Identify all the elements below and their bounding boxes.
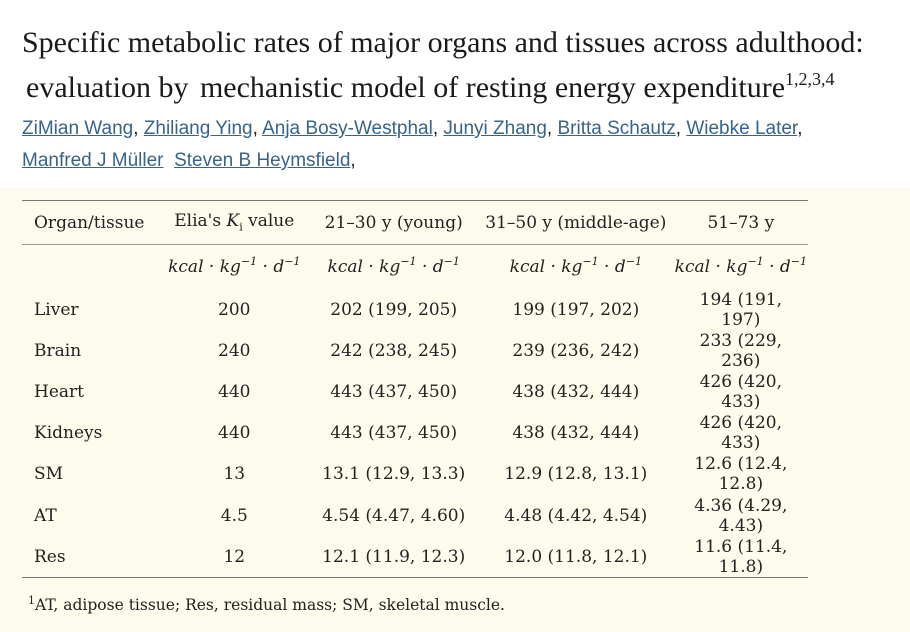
- units-text: kcal · kg: [168, 257, 241, 277]
- units-text: · d: [416, 257, 444, 277]
- cell-older: 426 (420, 433): [699, 371, 782, 412]
- cell-older: 4.36 (4.29, 4.43): [694, 495, 788, 536]
- author-link[interactable]: Manfred J Müller: [22, 150, 164, 171]
- author-link[interactable]: Junyi Zhang: [443, 118, 547, 139]
- author-separator: ,: [432, 118, 444, 139]
- cell-middle: 12.9 (12.8, 13.1): [504, 464, 648, 485]
- units-cell: kcal · kg−1 · d−1: [478, 245, 674, 290]
- cell-middle: 438 (432, 444): [512, 381, 640, 402]
- cell-young: 4.54 (4.47, 4.60): [322, 505, 466, 526]
- cell-young: 443 (437, 450): [330, 423, 458, 444]
- units-text: kcal · kg: [509, 257, 583, 277]
- author-separator: ,: [546, 118, 558, 139]
- units-text: · d: [257, 257, 285, 277]
- metabolic-rate-table: Organ/tissue Elia's Ki value 21–30 y (yo…: [22, 200, 808, 579]
- table-header-row: Organ/tissue Elia's Ki value 21–30 y (yo…: [22, 200, 808, 245]
- table-row: AT 4.5 4.54 (4.47, 4.60) 4.48 (4.42, 4.54) 4…: [22, 495, 808, 536]
- cell-elia: 240: [218, 340, 251, 361]
- cell-older: 12.6 (12.4, 12.8): [694, 454, 788, 495]
- units-text: kcal · kg: [327, 257, 401, 277]
- cell-organ: Res: [22, 536, 160, 579]
- title-footnote-refs: 1,2,3,4: [785, 69, 835, 89]
- cell-organ: SM: [34, 464, 64, 485]
- cell-young: 202 (199, 205): [330, 299, 458, 320]
- cell-elia: 4.5: [220, 505, 248, 526]
- author-separator: ,: [797, 118, 803, 139]
- units-cell: kcal · kg−1 · d−1: [159, 245, 309, 290]
- author-link[interactable]: Zhiliang Ying: [143, 118, 253, 139]
- cell-middle: 199 (197, 202): [512, 299, 640, 320]
- cell-older: 233 (229, 236): [699, 330, 782, 371]
- cell-elia: 440: [218, 423, 251, 444]
- table-row: Liver 200 202 (199, 205) 199 (197, 202) 194 …: [22, 289, 808, 330]
- units-exponent: −1: [582, 255, 599, 268]
- cell-older: 426 (420, 433): [699, 413, 782, 454]
- table-row: Brain 240 242 (238, 245) 239 (236, 242) 233 …: [22, 330, 808, 371]
- units-exponent: −1: [284, 255, 301, 268]
- table-units-row: kcal · kg−1 · d−1 kcal · kg−1 · d−1 kcal ·…: [22, 245, 808, 290]
- cell-middle: 12.0 (11.8, 12.1): [477, 536, 674, 579]
- cell-organ: AT: [34, 505, 57, 526]
- article-header: Specific metabolic rates of major organs…: [0, 0, 910, 188]
- col-header-young: 21–30 y (young): [309, 200, 478, 245]
- units-exponent: −1: [240, 255, 258, 268]
- author-link[interactable]: ZiMian Wang: [22, 118, 134, 139]
- cell-elia: 440: [218, 381, 251, 402]
- units-exponent: −1: [400, 255, 417, 268]
- cell-older: 11.6 (11.4, 11.8): [673, 536, 808, 579]
- title-line-2a: evaluation by: [26, 71, 189, 104]
- footnote-text: AT, adipose tissue; Res, residual mass; …: [35, 596, 505, 614]
- cell-organ: Brain: [34, 340, 82, 361]
- author-separator: ,: [675, 118, 687, 139]
- table-row: Res 12 12.1 (11.9, 12.3) 12.0 (11.8, 12.1) 1…: [22, 536, 808, 579]
- units-exponent: −1: [790, 255, 807, 268]
- cell-elia: 12: [159, 536, 310, 579]
- author-link[interactable]: Steven B Heymsfield: [174, 150, 351, 171]
- cell-middle: 438 (432, 444): [512, 423, 640, 444]
- author-link[interactable]: Britta Schautz: [557, 118, 676, 139]
- table-row: Heart 440 443 (437, 450) 438 (432, 444) 426 …: [22, 371, 808, 412]
- units-exponent: −1: [747, 255, 764, 268]
- table-footnote: 1AT, adipose tissue; Res, residual mass;…: [28, 594, 505, 614]
- title-line-2b: mechanistic model of resting energy expe…: [199, 71, 786, 104]
- table-row: SM 13 13.1 (12.9, 13.3) 12.9 (12.8, 13.1) 12…: [22, 454, 808, 495]
- cell-organ: Kidneys: [34, 423, 103, 444]
- article-title: Specific metabolic rates of major organs…: [22, 20, 902, 110]
- author-link[interactable]: Anja Bosy-Westphal: [262, 118, 433, 139]
- cell-organ: Heart: [34, 381, 84, 402]
- units-cell: kcal · kg−1 · d−1: [674, 245, 808, 290]
- units-empty-cell: [22, 245, 159, 290]
- cell-elia: 200: [218, 299, 251, 320]
- cell-young: 12.1 (11.9, 12.3): [309, 536, 478, 579]
- table-row: Kidneys 440 443 (437, 450) 438 (432, 444) 42…: [22, 413, 808, 454]
- col-header-organ: Organ/tissue: [22, 200, 160, 245]
- cell-young: 242 (238, 245): [330, 340, 458, 361]
- author-separator: ,: [133, 118, 144, 139]
- cell-elia: 13: [223, 464, 246, 485]
- cell-young: 443 (437, 450): [330, 381, 458, 402]
- units-text: · d: [763, 257, 791, 277]
- units-text: kcal · kg: [674, 257, 748, 277]
- author-separator: [164, 150, 175, 171]
- author-link[interactable]: Wiebke Later: [686, 118, 798, 139]
- author-separator: ,: [350, 150, 356, 171]
- footnote-marker: 1: [28, 594, 35, 607]
- units-exponent: −1: [443, 255, 460, 268]
- units-exponent: −1: [625, 255, 642, 268]
- cell-young: 13.1 (12.9, 13.3): [322, 464, 466, 485]
- cell-middle: 4.48 (4.42, 4.54): [504, 505, 648, 526]
- cell-organ: Liver: [34, 299, 79, 320]
- col-header-middle: 31–50 y (middle-age): [477, 200, 674, 245]
- author-list: ZiMian Wang, Zhiliang Ying, Anja Bosy-We…: [22, 113, 892, 177]
- units-cell: kcal · kg−1 · d−1: [309, 245, 477, 290]
- units-text: · d: [598, 257, 626, 277]
- col-header-older: 51–73 y: [673, 200, 808, 245]
- col-header-elia: Elia's Ki value: [159, 200, 310, 245]
- cell-middle: 239 (236, 242): [512, 340, 640, 361]
- author-separator: ,: [252, 118, 263, 139]
- cell-older: 194 (191, 197): [699, 289, 782, 330]
- title-line-1: Specific metabolic rates of major organs…: [22, 26, 864, 59]
